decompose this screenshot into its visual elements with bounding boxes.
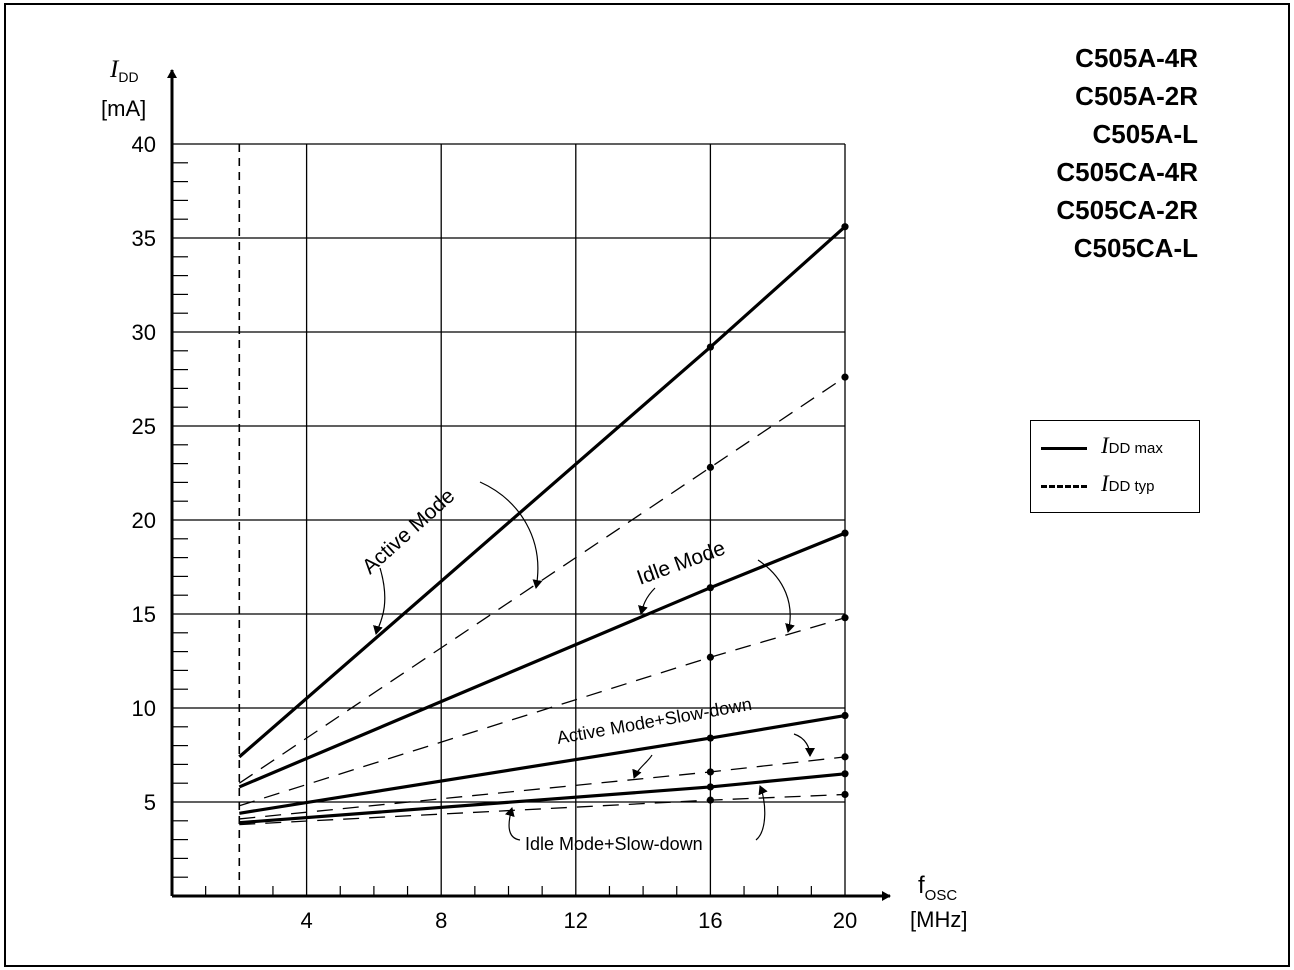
x-tick-label: 4 [300,908,312,933]
series-line-typ-3 [239,617,846,807]
y-tick-label: 15 [132,602,156,627]
data-point [841,223,849,231]
label-idle-slowdown: Idle Mode+Slow-down [525,834,703,854]
data-point [706,734,715,742]
legend-label-typ: IDD typ [1101,471,1155,496]
part-number: C505CA-2R [1056,195,1198,225]
x-tick-label: 8 [435,908,447,933]
data-point [841,711,849,720]
y-tick-label: 20 [132,508,156,533]
data-point [841,529,849,537]
part-number: C505A-4R [1075,43,1198,73]
label-active-slowdown: Active Mode+Slow-down [555,694,753,748]
y-tick-label: 30 [132,320,156,345]
legend-solid-line [1041,447,1087,450]
legend-dashed-line [1041,485,1087,488]
y-axis-title: IDD [109,56,139,85]
grid-lines [172,143,846,896]
y-axis-unit: [mA] [101,96,146,121]
y-tick-label: 35 [132,226,156,251]
data-point [841,373,849,381]
x-tick-label: 12 [564,908,588,933]
legend: IDD max IDD typ [1030,420,1200,513]
axes [167,69,891,901]
y-tick-label: 10 [132,696,156,721]
y-tick-label: 40 [132,132,156,157]
data-series [238,225,847,826]
y-tick-label: 5 [144,790,156,815]
data-point [841,614,849,622]
data-point [706,343,715,351]
data-points [706,223,849,804]
label-active-mode: Active Mode [358,484,459,578]
y-tick-label: 25 [132,414,156,439]
part-number: C505A-L [1092,119,1198,149]
annotation-arrows [373,481,815,841]
part-number: C505A-2R [1075,81,1198,111]
data-point [841,770,849,778]
label-idle-mode: Idle Mode [634,537,729,590]
figure-frame [4,3,1290,967]
part-number: C505CA-L [1073,233,1198,263]
x-tick-label: 16 [698,908,722,933]
data-point [841,790,849,799]
x-axis-unit: [MHz] [910,907,967,932]
axis-ticks: 5 10 15 20 25 30 35 40 4 8 12 16 20 [132,132,858,933]
series-line-max-0 [238,225,847,759]
x-tick-label: 20 [833,908,857,933]
part-number: C505CA-4R [1056,157,1198,187]
data-point [706,783,715,791]
data-point [706,463,715,471]
data-point [841,753,849,761]
data-point [706,653,715,661]
series-line-max-2 [238,531,846,789]
x-axis-title: fOSC [918,872,957,904]
legend-label-max: IDD max [1101,433,1163,458]
series-line-typ-1 [238,376,846,784]
data-point [706,796,715,804]
data-point [706,768,715,776]
data-point [706,584,715,592]
